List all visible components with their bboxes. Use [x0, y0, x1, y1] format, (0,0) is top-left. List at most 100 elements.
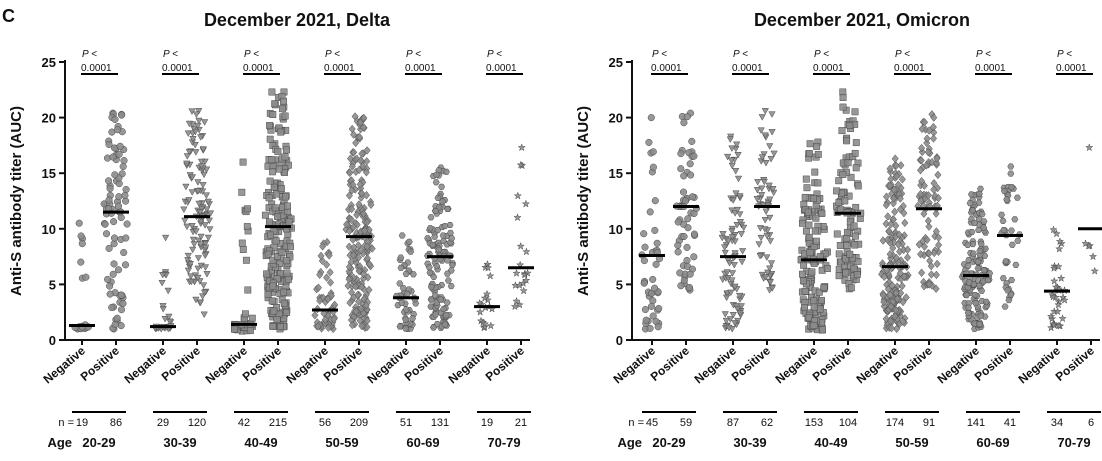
data-point-neg — [323, 273, 331, 282]
data-point-pos — [266, 177, 274, 185]
n-value-negative: 51 — [400, 417, 412, 429]
data-point-neg — [238, 239, 246, 247]
data-point-neg — [804, 208, 812, 216]
data-point-neg — [882, 192, 891, 201]
data-point-pos — [434, 194, 442, 201]
data-point-neg — [886, 164, 894, 173]
data-point-neg — [161, 234, 170, 242]
data-point-neg — [486, 321, 496, 330]
data-point-pos — [201, 264, 210, 271]
data-point-neg — [77, 258, 85, 266]
data-point-pos — [1003, 196, 1011, 203]
data-point-pos — [680, 172, 688, 180]
data-point-neg — [640, 230, 648, 238]
data-point-pos — [283, 257, 291, 265]
data-point-neg — [649, 148, 657, 156]
data-point-pos — [117, 291, 125, 299]
data-point-neg — [314, 322, 322, 331]
x-category-label: Positive — [891, 343, 936, 384]
data-point-pos — [187, 278, 195, 286]
data-point-pos — [357, 245, 365, 255]
data-point-pos — [281, 169, 288, 176]
data-point-pos — [110, 218, 118, 226]
data-point-pos — [851, 232, 859, 240]
data-point-pos — [854, 257, 862, 265]
data-point-neg — [475, 298, 484, 307]
data-point-neg — [975, 226, 982, 234]
data-point-pos — [932, 209, 940, 218]
data-point-neg — [480, 319, 490, 328]
data-point-neg — [243, 223, 251, 231]
data-point-pos — [182, 183, 190, 191]
data-point-pos — [757, 234, 765, 242]
panel-letter: C — [2, 6, 15, 26]
y-axis-label: Anti-S antibody titer (AUC) — [575, 106, 592, 296]
data-point-neg — [724, 237, 733, 245]
data-point-neg — [407, 248, 415, 255]
data-point-pos — [512, 268, 521, 277]
data-point-neg — [159, 271, 167, 279]
age-group-label: 30-39 — [163, 435, 196, 450]
p-value: 0.0001 — [162, 63, 193, 74]
data-point-pos — [115, 150, 123, 158]
data-point-pos — [761, 108, 769, 115]
data-point-pos — [932, 227, 940, 236]
data-point-neg — [882, 314, 890, 324]
data-point-pos — [433, 263, 441, 270]
data-point-pos — [843, 137, 851, 145]
data-point-pos — [854, 182, 862, 190]
data-point-pos — [439, 198, 447, 205]
data-point-pos — [756, 252, 764, 260]
data-point-pos — [367, 200, 375, 210]
data-point-pos — [111, 115, 119, 123]
data-point-pos — [355, 253, 363, 262]
data-point-pos — [680, 119, 688, 127]
data-point-neg — [719, 231, 727, 238]
data-point-neg — [896, 205, 904, 214]
data-point-neg — [399, 285, 407, 292]
data-point-pos — [356, 118, 364, 127]
data-point-pos — [758, 114, 766, 121]
data-point-neg — [718, 234, 726, 242]
x-category-label: Positive — [78, 343, 123, 384]
data-point-neg — [324, 294, 332, 304]
data-point-pos — [918, 268, 926, 278]
x-category-label: Negative — [122, 343, 170, 386]
data-point-pos — [184, 267, 193, 275]
data-point-pos — [117, 306, 126, 314]
data-point-neg — [969, 207, 977, 214]
data-point-pos — [999, 275, 1007, 282]
data-point-neg — [647, 302, 656, 310]
data-point-pos — [109, 153, 117, 161]
data-point-pos — [688, 193, 696, 201]
data-point-neg — [810, 297, 818, 305]
data-point-neg — [646, 324, 654, 332]
n-value-negative: 56 — [319, 417, 331, 429]
x-category-label: Positive — [321, 343, 366, 384]
data-point-neg — [238, 188, 246, 196]
data-point-neg — [641, 305, 649, 314]
x-category-label: Negative — [611, 343, 659, 386]
data-point-neg — [898, 281, 906, 291]
data-point-pos — [192, 149, 200, 156]
data-point-pos — [516, 241, 525, 250]
data-point-neg — [892, 253, 900, 263]
y-axis-label: Anti-S antibody titer (AUC) — [8, 106, 25, 296]
data-point-pos — [184, 130, 192, 138]
p-value-prefix: P < — [1057, 49, 1072, 60]
data-point-neg — [902, 293, 910, 302]
data-point-neg — [888, 281, 896, 290]
data-point-pos — [934, 193, 942, 203]
data-point-neg — [1049, 320, 1059, 329]
data-point-pos — [674, 218, 682, 226]
data-point-pos — [841, 197, 849, 205]
data-point-pos — [432, 207, 440, 215]
data-point-pos — [345, 242, 353, 251]
data-point-pos — [763, 232, 771, 240]
data-point-pos — [424, 235, 432, 242]
data-point-pos — [363, 217, 371, 227]
data-point-neg — [738, 258, 746, 266]
data-point-pos — [767, 155, 775, 163]
